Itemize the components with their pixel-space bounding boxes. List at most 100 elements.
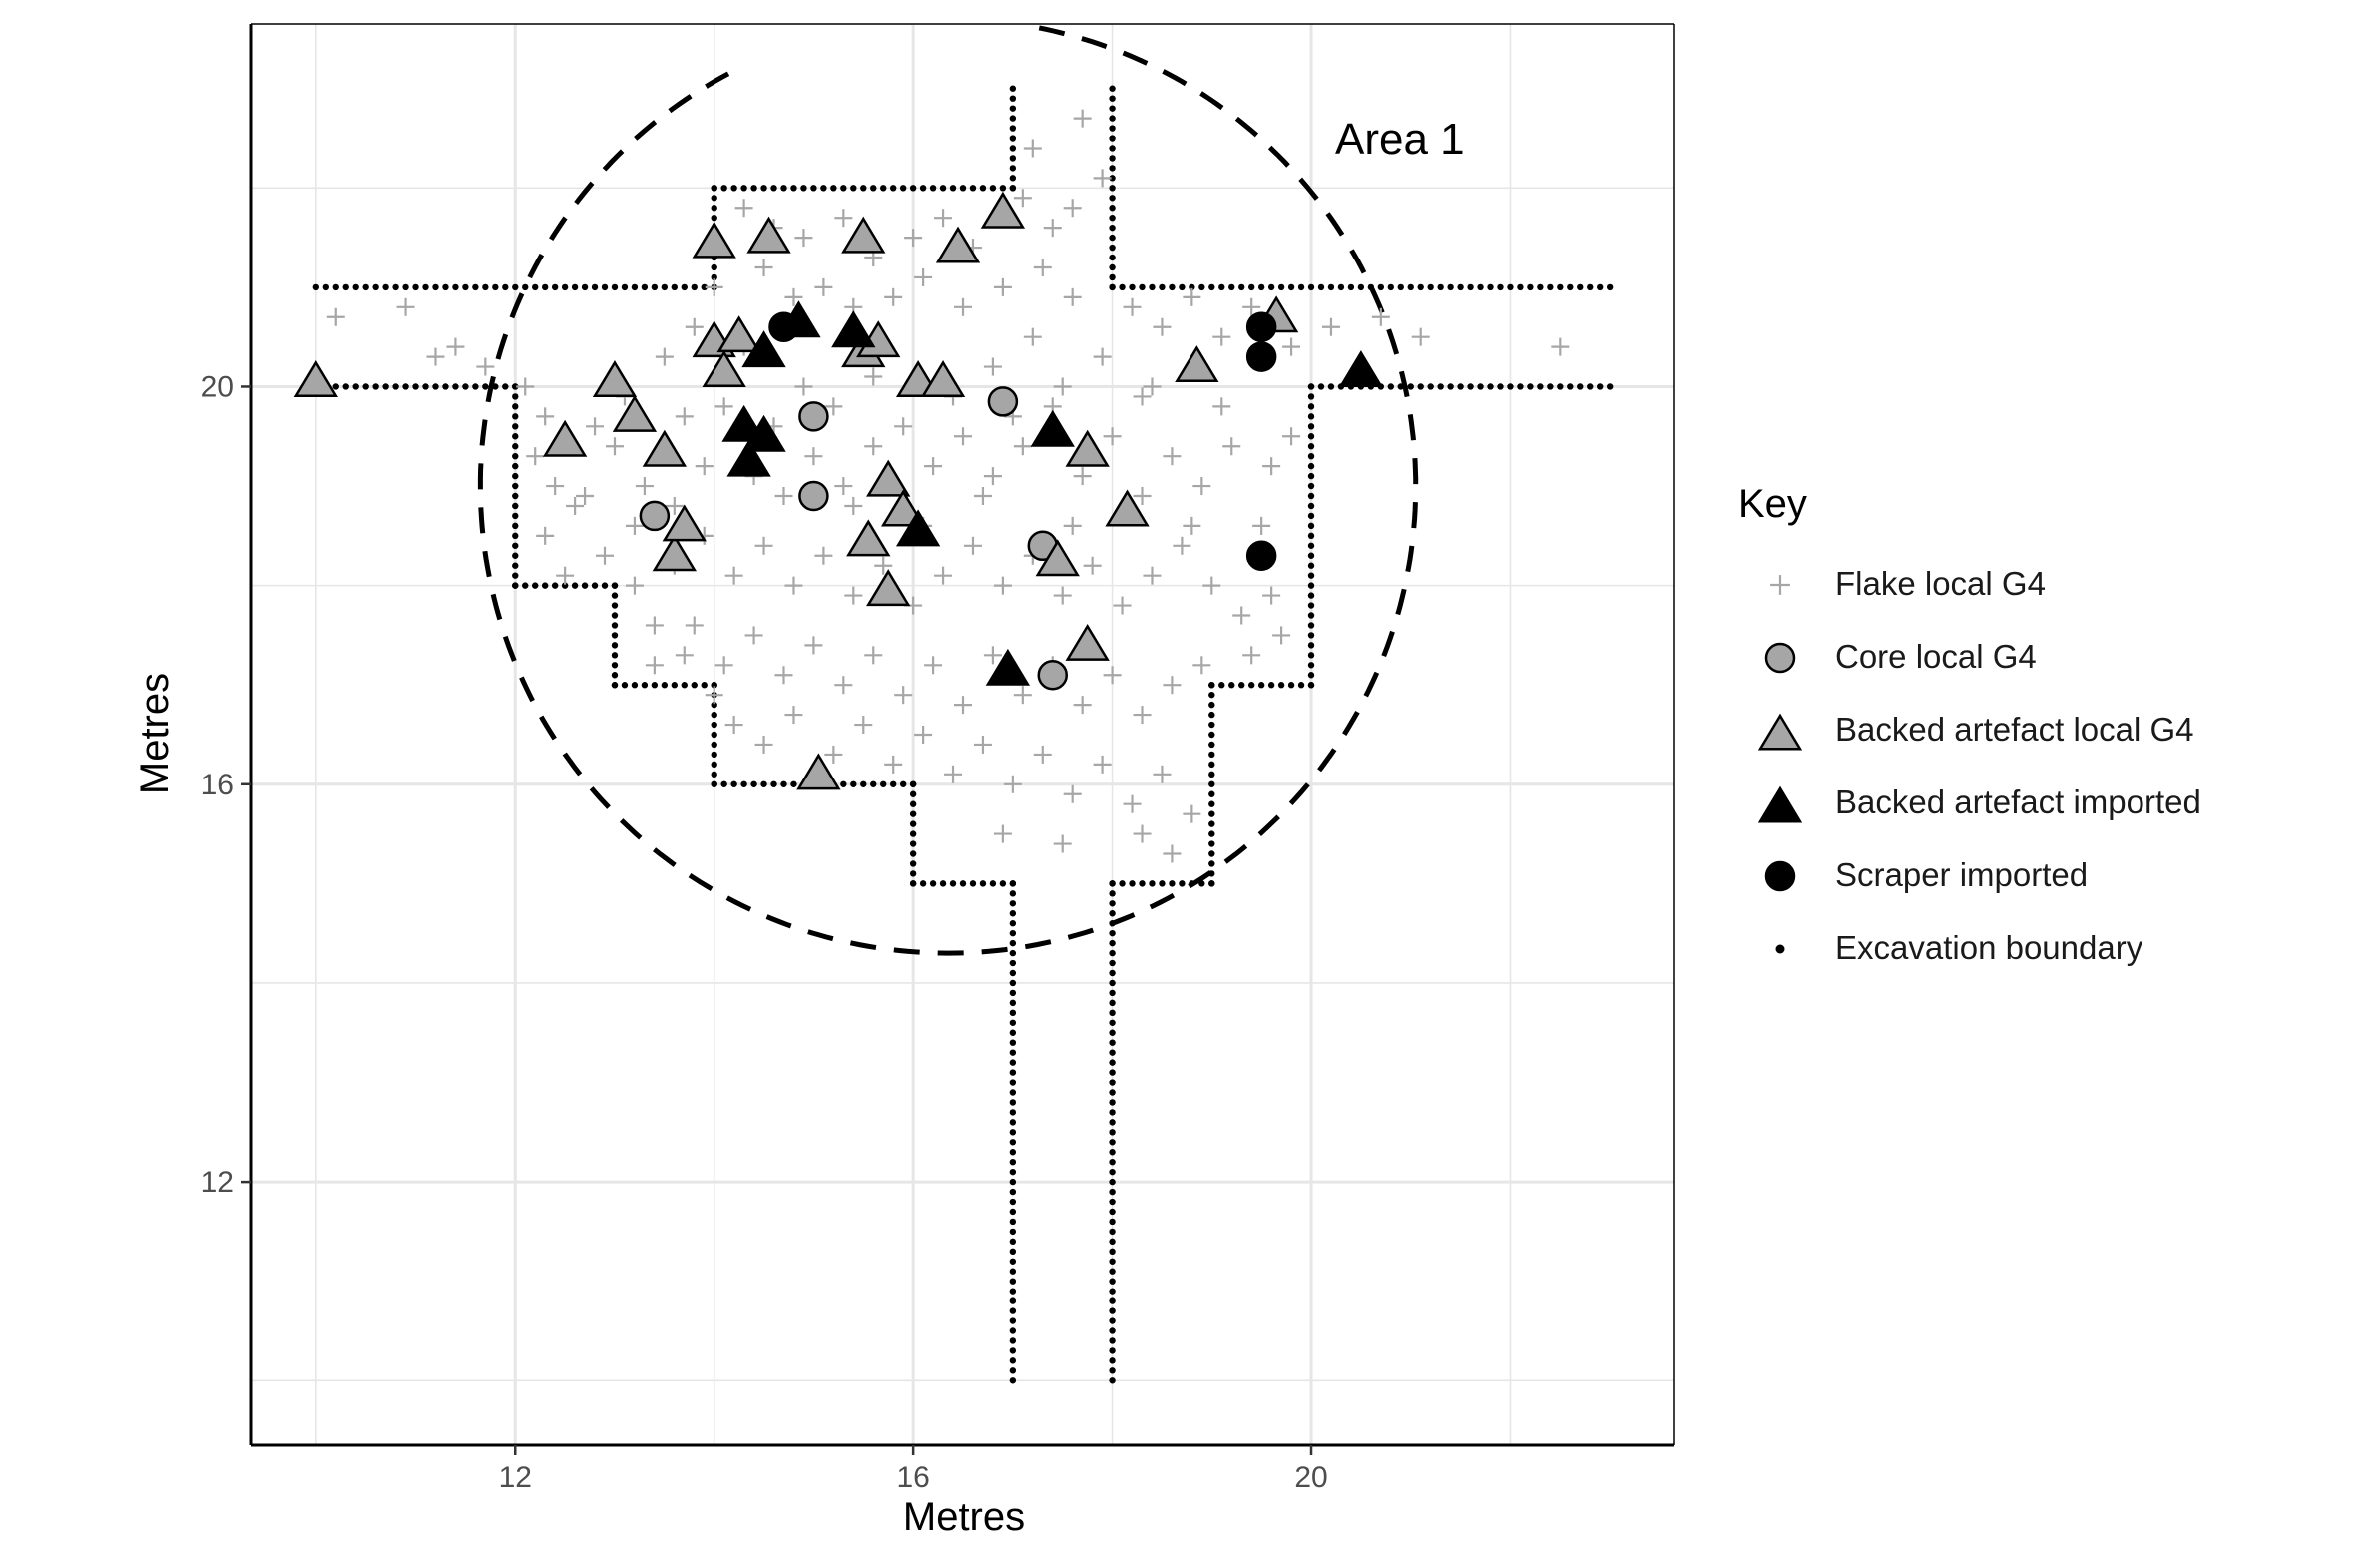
flake-point [1093,755,1112,774]
boundary-dot [1169,880,1176,887]
boundary-dot [1009,1248,1017,1256]
backed-imported-point [741,414,786,452]
boundary-dot [412,383,419,390]
core-point [798,401,829,432]
boundary-dot [532,283,539,291]
boundary-dot [909,185,917,192]
boundary-dot [1109,1228,1116,1236]
boundary-dot [402,283,409,291]
flake-point [1192,656,1211,675]
boundary-dot [1009,890,1017,897]
flake-point [794,229,813,248]
boundary-dot [1277,283,1285,291]
boundary-dot [1417,383,1424,390]
scraper-point [1245,341,1277,372]
boundary-dot [1327,283,1335,291]
boundary-dot [919,185,927,192]
boundary-dot [1009,939,1017,947]
x-tick-label: 20 [1294,1461,1327,1494]
boundary-dot [1109,1109,1116,1116]
boundary-dot [711,682,717,689]
boundary-dot [1307,462,1315,470]
core-point [987,386,1019,417]
boundary-dot [1109,1029,1116,1036]
flake-point [1321,317,1340,336]
flake-point [526,447,545,466]
boundary-dot [1557,283,1564,291]
boundary-dot [1307,413,1315,420]
boundary-dot [691,283,698,291]
boundary-dot [1447,383,1454,390]
y-tick-label: 12 [201,1166,234,1199]
backed-local-point [866,459,911,497]
boundary-dot [1437,383,1444,390]
boundary-dot [1009,929,1017,937]
flake-point [963,536,982,555]
flake-point [625,516,644,535]
boundary-dot [850,780,857,787]
boundary-dot [711,761,717,769]
boundary-dot [1577,283,1584,291]
boundary-dot [1109,1149,1116,1156]
boundary-dot [1109,1288,1116,1295]
boundary-dot [1218,682,1225,689]
boundary-dot [1297,682,1305,689]
flake-point [894,417,913,436]
flake-point [645,656,664,675]
boundary-dot [1109,900,1116,907]
boundary-dot [332,383,339,390]
boundary-dot [581,582,589,589]
boundary-dot [1129,880,1136,887]
boundary-dot [571,582,579,589]
boundary-dot [512,582,519,589]
backed-local-point [652,534,697,572]
boundary-dot [1208,771,1215,778]
backed-local-point [746,216,791,254]
boundary-dot [1307,452,1315,460]
boundary-dot [800,185,807,192]
boundary-dot [512,383,519,390]
boundary-dot [1109,1059,1116,1066]
boundary-dot [322,283,329,291]
boundary-dot [522,283,529,291]
boundary-dot [1139,880,1146,887]
backed-local-point [1175,345,1219,383]
boundary-dot [1109,1069,1116,1076]
boundary-dot [512,562,519,569]
boundary-dot [472,383,479,390]
flake-point [1143,566,1162,585]
boundary-dot [711,731,717,739]
boundary-dot [392,383,399,390]
flake-point [446,337,465,356]
boundary-dot [1009,959,1017,967]
flake-point [954,696,972,715]
boundary-dot [1208,721,1215,729]
boundary-dot [1109,1347,1116,1354]
flake-point [1053,377,1072,396]
boundary-dot [1009,1218,1017,1226]
boundary-dot [462,283,469,291]
boundary-dot [1477,383,1484,390]
backed-local-point [592,360,638,397]
boundary-dot [889,780,897,787]
boundary-dot [1397,283,1404,291]
boundary-dot [1009,1297,1017,1304]
tick-labels: 12 16 20 12 16 20 [201,370,1328,1494]
boundary-dot [1109,1049,1116,1056]
boundary-dot [1159,880,1166,887]
flake-point [794,377,813,396]
flake-point [1212,397,1231,416]
flake-point [754,735,773,754]
boundary-dot [1557,383,1564,390]
boundary-dot [362,383,369,390]
flake-point [396,297,415,316]
boundary-dot [711,721,717,729]
boundary-dot [1307,632,1315,639]
boundary-dot [512,443,519,450]
boundary-dot [571,283,579,291]
flake-point [1063,287,1082,306]
boundary-dot [1009,1079,1017,1086]
boundary-dot [711,741,717,749]
boundary-dot [502,283,509,291]
boundary-dot [1208,780,1215,787]
